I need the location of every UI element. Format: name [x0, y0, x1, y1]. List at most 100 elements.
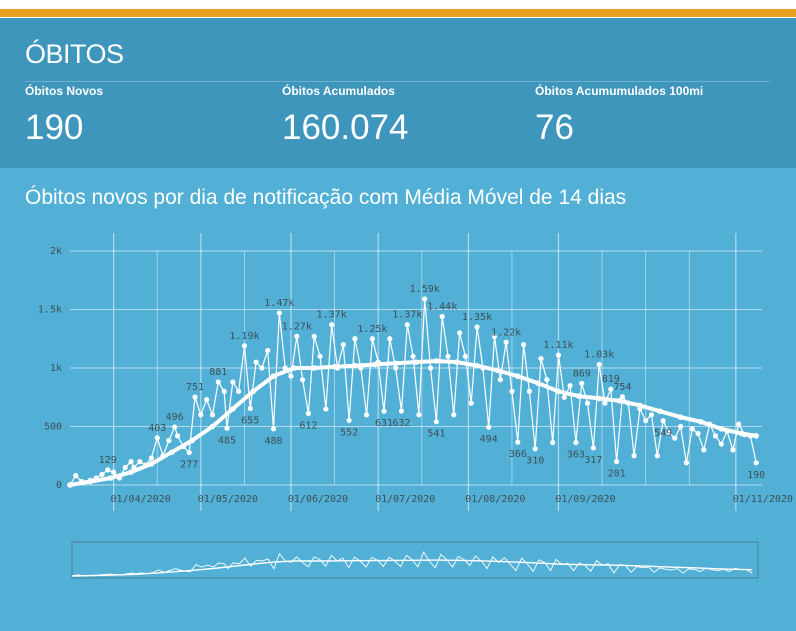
y-tick-label: 2k: [50, 246, 62, 257]
moving-average-point: [698, 419, 704, 425]
daily-point: [404, 322, 410, 328]
daily-point: [462, 353, 469, 359]
daily-point: [451, 412, 457, 418]
daily-point: [241, 343, 248, 349]
data-label: 549: [654, 428, 672, 439]
daily-point: [544, 377, 550, 383]
daily-point: [288, 373, 294, 379]
moving-average-point: [616, 397, 623, 404]
moving-average-point: [270, 373, 277, 379]
stat-deaths-per-100k: Óbitos Acumumulados 100mi 76: [535, 84, 703, 148]
data-label: 881: [209, 367, 227, 378]
daily-point: [474, 324, 480, 330]
daily-point: [247, 405, 253, 411]
data-label: 485: [218, 435, 236, 446]
daily-point: [736, 421, 742, 427]
daily-point: [122, 464, 128, 471]
daily-point: [305, 410, 312, 416]
data-label: 1.27k: [282, 321, 312, 332]
x-tick-label: 01/09/2020: [555, 494, 615, 505]
orange-stripe: [0, 9, 796, 17]
daily-point: [352, 336, 358, 342]
x-tick-label: 01/05/2020: [198, 494, 258, 505]
daily-point: [608, 386, 614, 392]
daily-point: [584, 400, 591, 406]
daily-point: [468, 400, 474, 406]
data-label: 277: [180, 460, 198, 471]
data-label: 403: [148, 423, 166, 434]
moving-average-point: [413, 359, 419, 365]
daily-point: [416, 412, 422, 418]
x-tick-label: 01/06/2020: [288, 494, 348, 505]
moving-average-point: [596, 395, 602, 402]
x-tick-label: 01/04/2020: [111, 494, 171, 505]
series-line-daily: [69, 298, 757, 486]
line-chart[interactable]: 0 500 1k 1.5k 2k 01/04/2020 01/05/2020 01/06/20…: [0, 168, 796, 631]
daily-point: [154, 435, 160, 441]
moving-average-point: [555, 388, 562, 395]
daily-point: [503, 339, 509, 345]
y-tick-label: 1.5k: [38, 305, 62, 316]
daily-point: [683, 460, 690, 466]
moving-average-point: [67, 482, 73, 488]
daily-point: [128, 459, 134, 465]
moving-average-point: [168, 449, 175, 456]
data-label: 751: [186, 382, 204, 393]
daily-point: [398, 408, 405, 414]
moving-average-point: [230, 406, 236, 412]
daily-point: [422, 296, 428, 302]
daily-point: [381, 408, 387, 414]
data-label: 552: [340, 427, 358, 438]
daily-point: [695, 430, 701, 437]
data-label: 1.19k: [229, 331, 259, 342]
data-label: 541: [427, 429, 445, 440]
moving-average-point: [331, 364, 338, 370]
x-tick-label: 01/11/2020: [733, 494, 793, 505]
moving-average-point: [250, 388, 256, 395]
moving-average-point: [657, 408, 664, 415]
data-label: 1.03k: [584, 349, 614, 360]
moving-average-point: [753, 433, 759, 439]
daily-point: [677, 423, 684, 430]
daily-point: [532, 446, 538, 452]
moving-average-point: [372, 361, 379, 368]
daily-point: [230, 379, 236, 385]
data-label: 754: [613, 382, 631, 393]
moving-average-point: [291, 365, 297, 371]
daily-point: [265, 347, 271, 354]
chart-panel: Óbitos novos por dia de notificação com …: [0, 168, 796, 631]
data-label: 1.47k: [264, 298, 294, 309]
daily-point: [439, 313, 445, 320]
daily-point: [204, 396, 210, 403]
stat-value: 190: [25, 108, 84, 147]
data-label: 496: [166, 412, 184, 423]
section-title: ÓBITOS: [25, 39, 124, 69]
moving-average-point: [576, 393, 582, 399]
divider: [25, 81, 770, 82]
data-label: 1.25k: [357, 324, 387, 335]
moving-average-point: [718, 426, 725, 432]
daily-point: [433, 419, 439, 425]
stat-label: Óbitos Novos: [25, 84, 104, 98]
daily-point: [515, 439, 521, 445]
data-label: 1.37k: [392, 310, 422, 321]
daily-point: [410, 353, 416, 359]
daily-point: [648, 412, 655, 418]
moving-average-point: [87, 478, 94, 485]
moving-average-point: [107, 475, 114, 481]
daily-point: [215, 379, 221, 385]
daily-point: [672, 435, 678, 441]
daily-point: [486, 424, 492, 430]
data-label: 1.37k: [317, 310, 347, 321]
data-label: 632: [392, 418, 410, 429]
stats-panel: ÓBITOS Óbitos Novos 190 Óbitos Acumulado…: [0, 18, 796, 168]
daily-point: [198, 412, 204, 418]
daily-point: [192, 394, 198, 400]
daily-point: [550, 439, 556, 446]
moving-average-point: [148, 461, 155, 467]
daily-point: [329, 322, 335, 328]
daily-point: [317, 353, 323, 359]
moving-average-point: [189, 437, 195, 444]
daily-point: [236, 388, 242, 394]
daily-point: [369, 336, 375, 342]
